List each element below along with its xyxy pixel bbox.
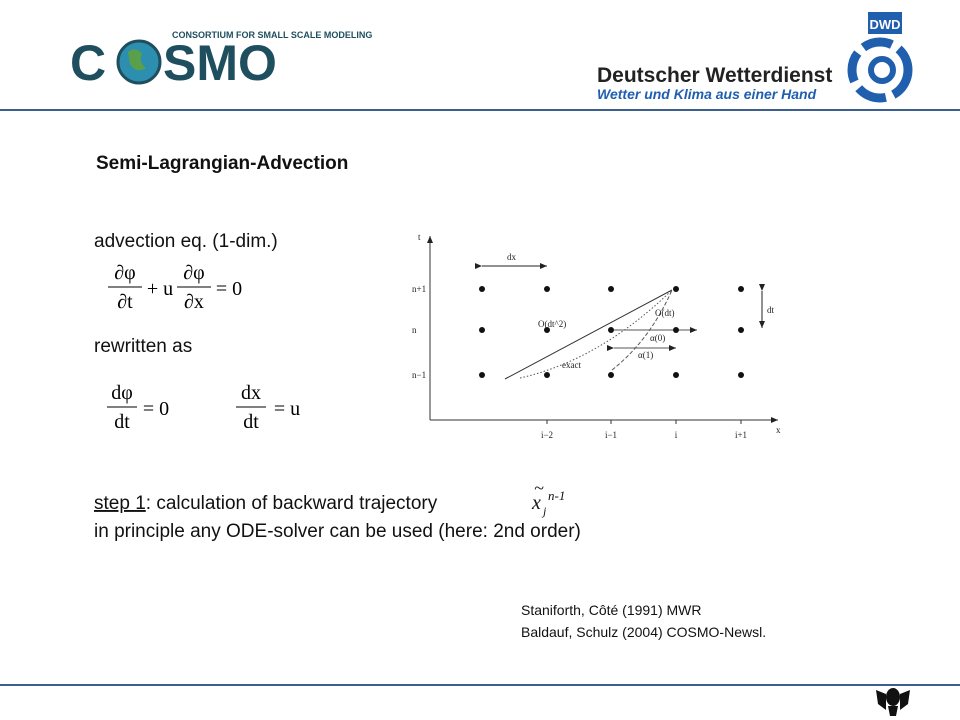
grid-point — [608, 372, 614, 378]
dwd-name: Deutscher Wetterdienst — [597, 64, 832, 87]
grid-point — [544, 327, 550, 333]
num: dx — [241, 382, 261, 404]
column-label: i−2 — [541, 430, 553, 440]
advection-label: advection eq. (1-dim.) — [94, 231, 278, 252]
exact-label: exact — [562, 360, 581, 370]
grid-point — [673, 286, 679, 292]
mid: + u — [147, 278, 173, 300]
principle: in principle any ODE-solver can be used … — [94, 521, 581, 542]
dwd-spiral-inner — [868, 56, 896, 84]
o-dt2-label: O(dt^2) — [538, 319, 566, 329]
grid-point — [479, 372, 485, 378]
dwd-spiral — [847, 37, 913, 103]
dwd-badge-bg — [868, 12, 902, 34]
rhs: = u — [274, 398, 300, 420]
column-label: i — [675, 430, 678, 440]
grid-point — [608, 327, 614, 333]
symbol-base: x — [531, 492, 541, 514]
equation-3: dx dt = u — [236, 382, 300, 433]
den: ∂t — [117, 291, 133, 313]
symbol-tilde: ~ — [534, 478, 544, 498]
num: ∂φ — [114, 262, 135, 284]
trajectory-diagram: t x dx dt O(dt^2) O(dt) α(0) α(1) exact … — [412, 232, 781, 440]
grid-point — [479, 286, 485, 292]
step-text: : calculation of backward trajectory — [146, 493, 438, 514]
step-underlined: step 1 — [94, 493, 146, 514]
row-label: n+1 — [412, 284, 426, 294]
t-axis-label: t — [418, 232, 421, 242]
den: ∂x — [184, 291, 204, 313]
exact-line — [519, 289, 673, 379]
trajectory-symbol: ~ x j n-1 — [531, 478, 565, 518]
alpha0-label: α(0) — [650, 333, 665, 343]
num: dφ — [111, 382, 133, 404]
cosmo-smo: SMO — [163, 35, 277, 91]
column-label: i+1 — [735, 430, 747, 440]
x-axis-label: x — [776, 425, 781, 435]
consortium: CONSORTIUM FOR SMALL SCALE MODELING — [172, 30, 372, 40]
grid-point — [738, 372, 744, 378]
equation-1: ∂φ ∂t + u ∂φ ∂x = 0 — [108, 262, 242, 313]
o-dt2-line — [504, 289, 673, 380]
grid-point — [479, 327, 485, 333]
dwd-badge: DWD — [869, 17, 900, 32]
den: dt — [114, 411, 130, 433]
column-label: i−1 — [605, 430, 617, 440]
step-line: step 1: calculation of backward trajecto… — [94, 493, 438, 514]
symbol-sub: j — [541, 504, 547, 518]
equation-2: dφ dt = 0 — [107, 382, 169, 433]
grid-point — [673, 372, 679, 378]
row-label: n−1 — [412, 370, 426, 380]
symbol-sup: n-1 — [548, 488, 565, 503]
slide-title: Semi-Lagrangian-Advection — [96, 153, 348, 174]
grid-point — [673, 327, 679, 333]
grid-point — [608, 286, 614, 292]
grid-point — [544, 372, 550, 378]
alpha1-label: α(1) — [638, 350, 653, 360]
reference: Staniforth, Côté (1991) MWR — [521, 602, 702, 618]
num: ∂φ — [183, 262, 204, 284]
cosmo-c: C — [70, 35, 106, 91]
rhs: = 0 — [216, 278, 242, 300]
grid-point — [738, 327, 744, 333]
grid-point — [738, 286, 744, 292]
grid-point — [544, 286, 550, 292]
den: dt — [243, 411, 259, 433]
dt-label: dt — [767, 305, 775, 315]
o-dt-label: O(dt) — [655, 308, 675, 318]
eagle — [876, 688, 910, 716]
dwd-slogan: Wetter und Klima aus einer Hand — [597, 86, 817, 102]
dx-label: dx — [507, 252, 517, 262]
rhs: = 0 — [143, 398, 169, 420]
o-dt-line — [611, 289, 673, 371]
rewritten-label: rewritten as — [94, 336, 192, 357]
globe-land — [128, 49, 146, 71]
reference: Baldauf, Schulz (2004) COSMO-Newsl. — [521, 624, 766, 640]
row-label: n — [412, 325, 417, 335]
